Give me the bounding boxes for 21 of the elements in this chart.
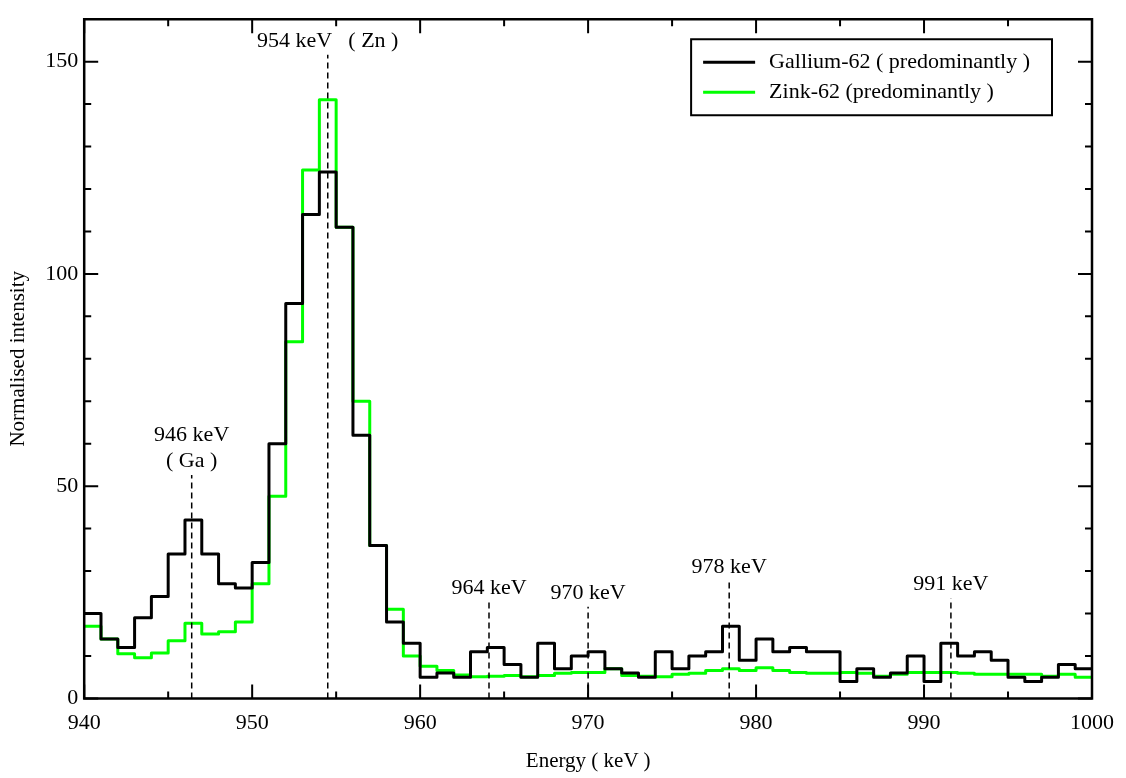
x-tick-label: 980 <box>739 709 773 735</box>
x-tick-label: 970 <box>571 709 605 735</box>
x-tick-label: 950 <box>235 709 269 735</box>
legend-label: Zink-62 (predominantly ) <box>769 77 994 103</box>
legend-label: Gallium-62 ( predominantly ) <box>769 47 1031 73</box>
ref-line-label: 978 keV <box>691 553 767 579</box>
x-tick-label: 990 <box>907 709 941 735</box>
x-tick-label: 960 <box>403 709 437 735</box>
x-tick-label: 1000 <box>1070 709 1114 735</box>
ref-line-label: 991 keV <box>913 570 989 596</box>
y-tick-label: 100 <box>45 259 79 285</box>
y-tick-label: 50 <box>56 471 79 497</box>
x-axis-title: Energy ( keV ) <box>525 747 651 772</box>
y-axis-title: Normalised intensity <box>5 270 30 447</box>
ref-line-label: 946 keV ( Ga ) <box>154 421 230 473</box>
y-tick-label: 150 <box>45 47 79 73</box>
y-tick-label: 0 <box>67 684 79 710</box>
x-tick-label: 940 <box>67 709 101 735</box>
ref-line-label: 954 keV ( Zn ) <box>257 26 399 52</box>
ref-line-label: 964 keV <box>451 574 527 600</box>
ref-line-label: 970 keV <box>550 578 626 604</box>
